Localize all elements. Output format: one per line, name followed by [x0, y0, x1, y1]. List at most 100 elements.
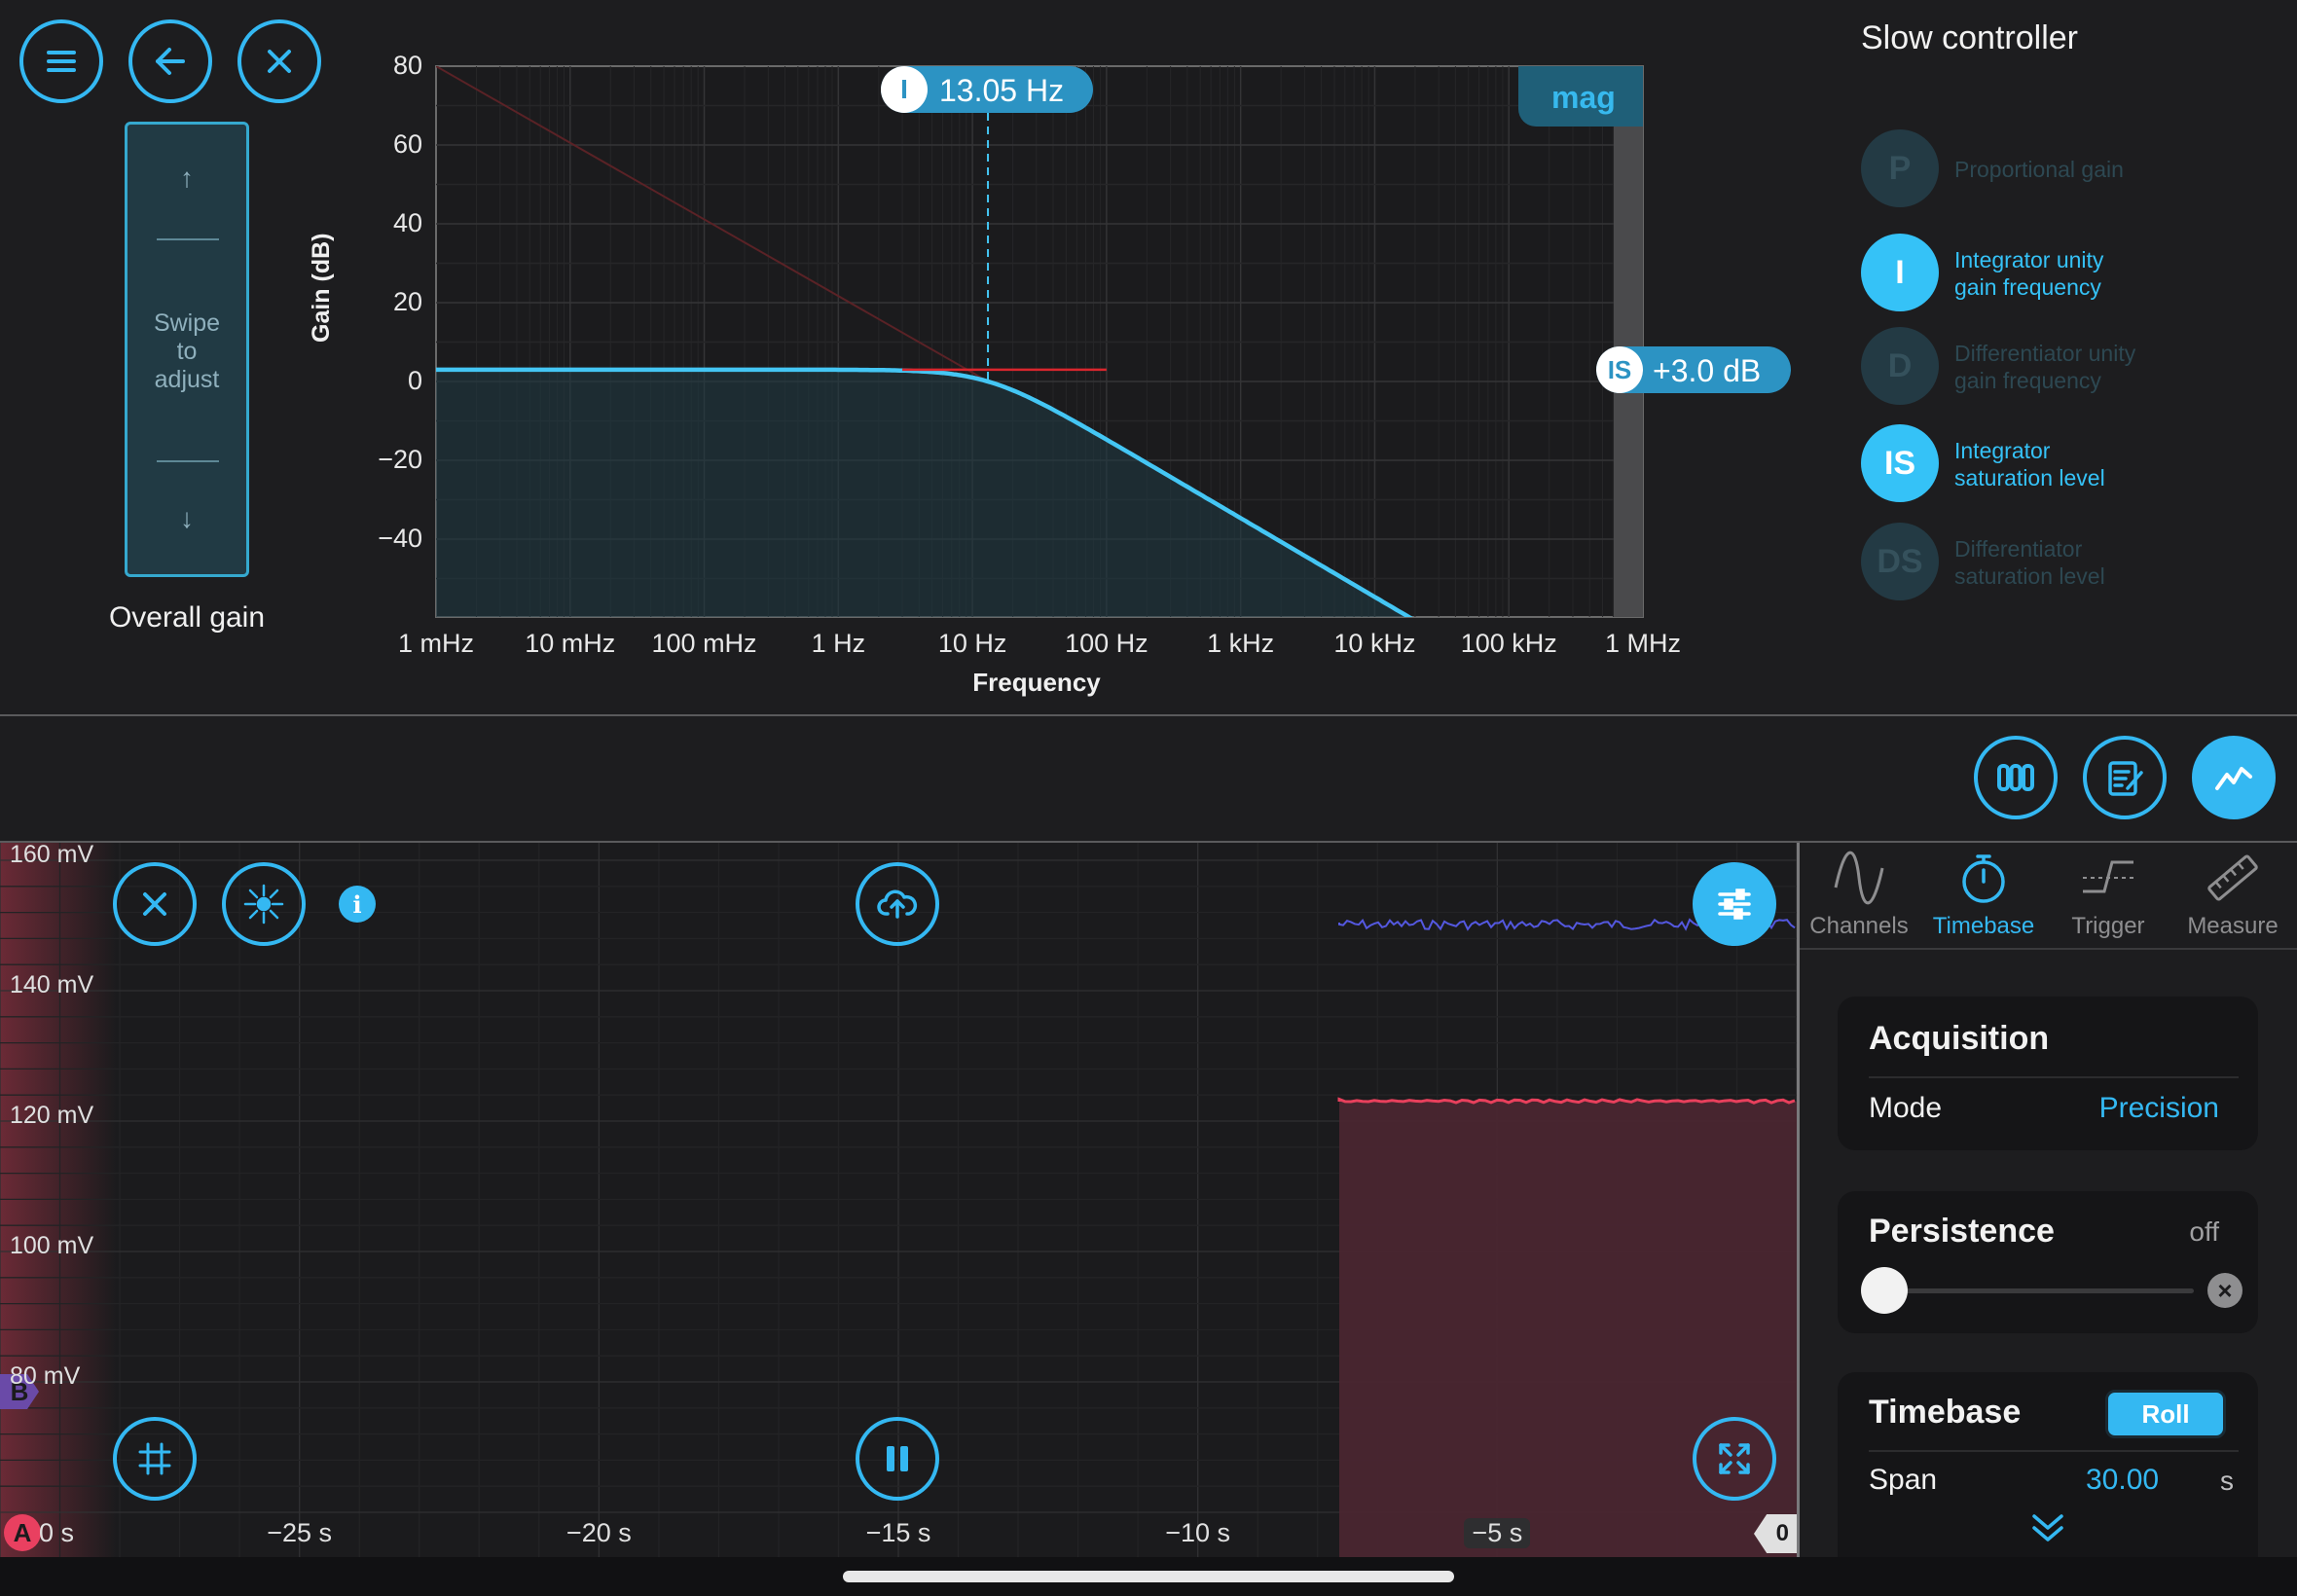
controller-badge: P — [1861, 129, 1939, 207]
notes-button[interactable] — [2083, 736, 2167, 819]
pause-icon — [887, 1446, 908, 1471]
controller-label: Proportional gain — [1954, 157, 2124, 182]
fullscreen-button[interactable] — [1693, 1417, 1776, 1501]
scope-x-tick: −15 s — [865, 1518, 931, 1547]
marker-is-value: +3.0 dB — [1653, 353, 1762, 388]
up-arrow-icon: ↑ — [180, 163, 194, 193]
controller-item-i[interactable]: I Integrator unity gain frequency — [1861, 234, 2270, 315]
tab-label: Channels — [1809, 913, 1909, 939]
tab-channels[interactable]: Channels — [1801, 849, 1917, 946]
controller-item-is[interactable]: IS Integrator saturation level — [1861, 424, 2270, 506]
bode-y-tick: 80 — [392, 51, 422, 80]
bode-chart[interactable] — [0, 0, 1713, 710]
bode-xlabel: Frequency — [972, 668, 1101, 697]
channels-view-button[interactable] — [1974, 736, 2058, 819]
scope-x-tick: −10 s — [1165, 1518, 1231, 1547]
bode-x-tick: 1 MHz — [1604, 629, 1681, 658]
bode-x-tick: 100 Hz — [1065, 629, 1148, 658]
controller-item-d[interactable]: D Differentiator unity gain frequency — [1861, 327, 2270, 409]
acquisition-title: Acquisition — [1869, 1020, 2050, 1057]
sliders-icon — [1718, 889, 1751, 920]
bode-x-tick: 1 Hz — [811, 629, 866, 658]
swipe-hint-2: to — [176, 338, 198, 365]
controller-label: Integrator unity gain frequency — [1954, 247, 2104, 300]
controller-item-ds[interactable]: DS Differentiator saturation level — [1861, 523, 2270, 604]
grid-button[interactable] — [113, 1417, 197, 1501]
integrator-saturation-marker[interactable]: IS +3.0 dB — [1596, 346, 1791, 393]
bode-edge-strip — [1614, 66, 1643, 617]
tab-timebase[interactable]: Timebase — [1925, 849, 2042, 946]
upload-button[interactable] — [856, 862, 939, 946]
marker-i-value: 13.05 Hz — [939, 73, 1065, 108]
oscilloscope-plot[interactable] — [0, 843, 1799, 1557]
pause-button[interactable] — [856, 1417, 939, 1501]
scope-y-tick: 100 mV — [10, 1232, 94, 1259]
overall-gain-label: Overall gain — [108, 601, 266, 634]
laser-button[interactable] — [222, 862, 306, 946]
bode-y-tick: 40 — [392, 208, 422, 237]
channel-a-trace — [1337, 1097, 1796, 1105]
expand-more-icon[interactable] — [2028, 1508, 2067, 1547]
persistence-slider-thumb[interactable] — [1861, 1267, 1908, 1314]
controller-badge: I — [1861, 234, 1939, 311]
graph-line-icon — [2215, 767, 2252, 790]
acquisition-card: Acquisition Mode Precision — [1838, 997, 2258, 1150]
scope-close-button[interactable] — [113, 862, 197, 946]
menu-icon — [47, 51, 76, 72]
persistence-value: off — [2189, 1216, 2219, 1247]
menu-button[interactable] — [19, 19, 103, 103]
persistence-card: Persistence off × — [1838, 1191, 2258, 1333]
roll-toggle[interactable]: Roll — [2105, 1390, 2226, 1438]
persistence-slider-track[interactable] — [1877, 1288, 2194, 1293]
panel-title: Slow controller — [1861, 19, 2078, 56]
controller-item-p[interactable]: P Proportional gain — [1861, 129, 2270, 211]
bode-y-tick: 60 — [392, 129, 422, 159]
bode-x-tick: 1 kHz — [1207, 629, 1275, 658]
channel-a-marker[interactable]: A — [4, 1514, 41, 1551]
grid-icon — [138, 1442, 171, 1475]
bode-x-tick: 10 mHz — [525, 629, 616, 658]
controller-label: Differentiator unity gain frequency — [1954, 341, 2136, 393]
info-icon[interactable]: i — [339, 886, 376, 923]
scope-y-tick: 160 mV — [10, 841, 94, 868]
tab-trigger[interactable]: Trigger — [2050, 849, 2167, 946]
swipe-hint-3: adjust — [154, 366, 220, 393]
integrator-frequency-marker[interactable]: I 13.05 Hz — [881, 66, 1093, 113]
timebase-card: Timebase Roll Span 30.00 s — [1838, 1372, 2258, 1557]
scope-settings-button[interactable] — [1693, 862, 1776, 946]
notes-edit-icon — [2108, 761, 2143, 796]
marker-is-badge: IS — [1596, 346, 1643, 393]
close-button[interactable] — [237, 19, 321, 103]
bode-x-tick: 10 kHz — [1333, 629, 1416, 658]
mag-badge-label: mag — [1551, 80, 1616, 115]
home-indicator[interactable] — [843, 1571, 1454, 1582]
tab-measure[interactable]: Measure — [2174, 849, 2291, 946]
scope-x-tick: −5 s — [1464, 1518, 1531, 1548]
graph-view-button[interactable] — [2192, 736, 2276, 819]
down-arrow-icon: ↓ — [180, 503, 194, 533]
controller-badge: DS — [1861, 523, 1939, 600]
integrator-asymptote — [436, 66, 989, 382]
section-divider — [0, 714, 2297, 716]
scope-y-tick: 120 mV — [10, 1102, 94, 1129]
clear-icon[interactable]: × — [2207, 1273, 2242, 1308]
span-value[interactable]: 30.00 — [2086, 1464, 2160, 1496]
back-button[interactable] — [128, 19, 212, 103]
laser-burst-icon — [243, 884, 284, 925]
mag-badge[interactable]: mag — [1518, 66, 1643, 127]
back-arrow-icon — [156, 48, 185, 75]
bode-y-tick: −40 — [378, 524, 422, 553]
sine-wave-icon — [1834, 851, 1884, 905]
scope-x-tick: 0 s — [39, 1518, 75, 1547]
bode-x-tick: 100 kHz — [1460, 629, 1557, 658]
persistence-title: Persistence — [1869, 1213, 2055, 1250]
tabs-divider — [1800, 948, 2297, 950]
bode-x-tick: 100 mHz — [651, 629, 757, 658]
controller-badge: IS — [1861, 424, 1939, 502]
stopwatch-icon — [1962, 854, 2005, 903]
overall-gain-slider[interactable]: ↑ Swipe to adjust ↓ — [125, 122, 249, 577]
bode-y-tick: 0 — [407, 366, 422, 395]
bode-curve-fill — [436, 369, 1415, 617]
mode-value[interactable]: Precision — [2098, 1092, 2219, 1124]
